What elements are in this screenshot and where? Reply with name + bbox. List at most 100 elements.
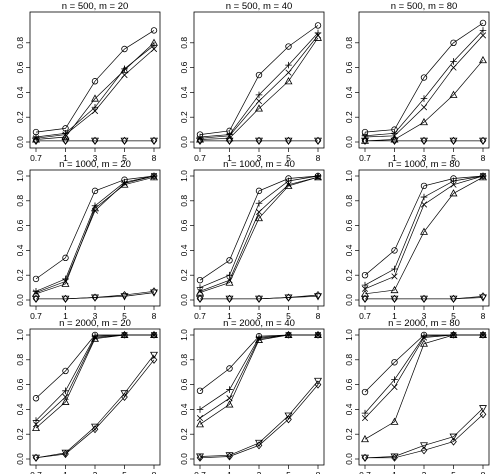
marker-triangle-down [255,137,263,145]
marker-triangle-down [284,412,293,420]
x-tick-label: 3 [93,153,98,163]
marker-plus [420,95,428,102]
marker-diamond [361,453,369,462]
marker-triangle-up [255,104,263,112]
marker-triangle-down [314,377,322,386]
marker-diamond [420,136,428,145]
y-tick-label: 0.8 [344,354,354,366]
marker-diamond [196,136,204,145]
marker-triangle-down [449,295,458,303]
x-tick-label: 8 [316,470,321,474]
panel-7: n = 2000, m = 200.713581.61.82.63.34.40.… [15,318,161,474]
marker-x [479,32,487,39]
marker-triangle-down [420,442,428,450]
x-tick-label: 3 [93,470,98,474]
marker-triangle-up [390,285,399,294]
marker-triangle-down [32,295,40,303]
y-tick-label: 0.2 [344,269,354,281]
marker-triangle-up [61,397,70,405]
panel-2: n = 500, m = 40 0.7 1 3 5 8 0.0 0.2 0.4 0.6 0.8 [179,1,325,163]
marker-x [285,69,292,76]
x-tick-label: 5 [451,311,456,321]
x-tick-label: 3 [422,311,427,321]
marker-x [420,334,428,341]
y-tick-label: 1.0 [179,329,189,341]
panel-title: n = 1000, m = 20 [59,159,131,170]
marker-triangle-down [361,454,369,462]
marker-circle [420,74,428,81]
marker-diamond [479,292,487,301]
marker-circle [420,182,428,190]
series-line-diamond [365,295,484,300]
marker-diamond [91,136,99,145]
marker-triangle-up [314,173,322,181]
marker-triangle-up [449,330,458,338]
marker-x [150,45,158,53]
x-tick-label: 3 [257,470,262,474]
marker-diamond [196,453,204,462]
marker-triangle-down [91,137,99,145]
panel-title: n = 500, m = 20 [62,1,129,12]
marker-triangle-up [120,330,129,338]
y-tick-label: 0.4 [179,244,189,256]
x-tick-label: 8 [152,311,157,321]
marker-plus [391,376,398,383]
marker-triangle-down [196,295,204,303]
marker-triangle-down [61,295,70,303]
x-tick-label: 1 [63,470,68,474]
marker-triangle-up [225,278,234,286]
y-tick-label: 0.4 [179,86,189,98]
x-tick-label: 5 [122,153,127,163]
x-tick-label: 5 [451,153,456,163]
marker-diamond [32,294,40,303]
series-line-circle [199,334,318,392]
marker-diamond [121,392,128,402]
marker-x [391,273,398,280]
marker-diamond [91,425,99,434]
x-tick-label: 1 [227,153,232,163]
marker-plus [479,27,487,34]
marker-diamond [285,415,292,424]
x-tick-label: 8 [152,470,157,474]
marker-x [361,414,369,422]
panel-1: n = 500, m = 20 0.7 1 3 5 8 0.0 0.2 0.4 0.6 0.8 [15,1,161,163]
marker-plus [255,199,263,207]
series-line-circle [364,22,484,133]
marker-diamond [62,136,69,145]
y-tick-label: 0.0 [15,453,25,465]
marker-diamond [196,294,204,303]
marker-triangle-down [150,351,158,360]
marker-plus [420,332,428,340]
marker-x [62,393,69,401]
marker-diamond [479,136,487,145]
plot-frame [358,328,490,466]
x-tick-label: 8 [316,153,321,163]
series-line-x [199,176,319,292]
y-tick-label: 0.6 [344,219,354,231]
marker-triangle-up [390,417,399,425]
marker-circle [361,272,369,279]
marker-circle [314,22,322,29]
marker-circle [196,276,204,284]
y-tick-label: 0.8 [344,195,354,207]
panel-title: n = 1000, m = 40 [223,159,295,170]
marker-diamond [32,136,40,145]
series-line-triangle-down [364,407,484,459]
marker-diamond [391,294,398,303]
y-tick-label: 0.6 [15,61,25,73]
marker-triangle-down [150,137,158,145]
marker-diamond [420,294,428,303]
marker-diamond [255,441,263,450]
series-line-plus [199,334,318,410]
y-tick-label: 0.6 [179,378,189,390]
series-line-triangle-up [364,334,483,440]
x-tick-label: 5 [122,470,127,474]
marker-x [255,208,263,216]
marker-diamond [479,410,487,419]
marker-circle [391,359,398,366]
marker-x [361,285,369,292]
marker-x [391,383,398,391]
x-tick-label: 0.7 [359,153,371,163]
series-line-triangle-up [35,42,155,140]
marker-triangle-down [225,137,234,145]
